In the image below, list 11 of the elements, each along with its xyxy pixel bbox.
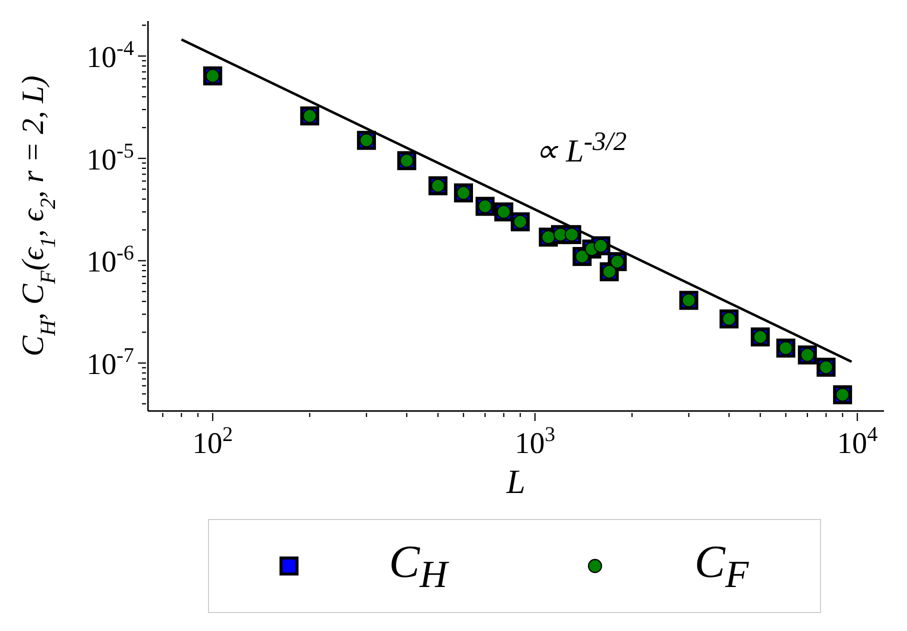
x-axis-title: L [506, 464, 526, 501]
y-tick-label: 10$^{-7}$ [86, 343, 134, 382]
legend-label: C$_{F}$ [694, 534, 749, 598]
y-tick-label: 10$^{-6}$ [86, 240, 134, 279]
legend-label: C$_{H}$ [389, 534, 448, 598]
annotation: ∝ L$^{-3/2}$ [535, 126, 627, 170]
y-tick-label: 10$^{-5}$ [86, 138, 134, 176]
y-tick-label: 10$^{-4}$ [86, 36, 134, 74]
x-tick-label: 10$^{4}$ [837, 422, 878, 460]
x-tick-label: 10$^{3}$ [514, 422, 556, 460]
x-tick-label: 10$^{2}$ [192, 422, 233, 460]
